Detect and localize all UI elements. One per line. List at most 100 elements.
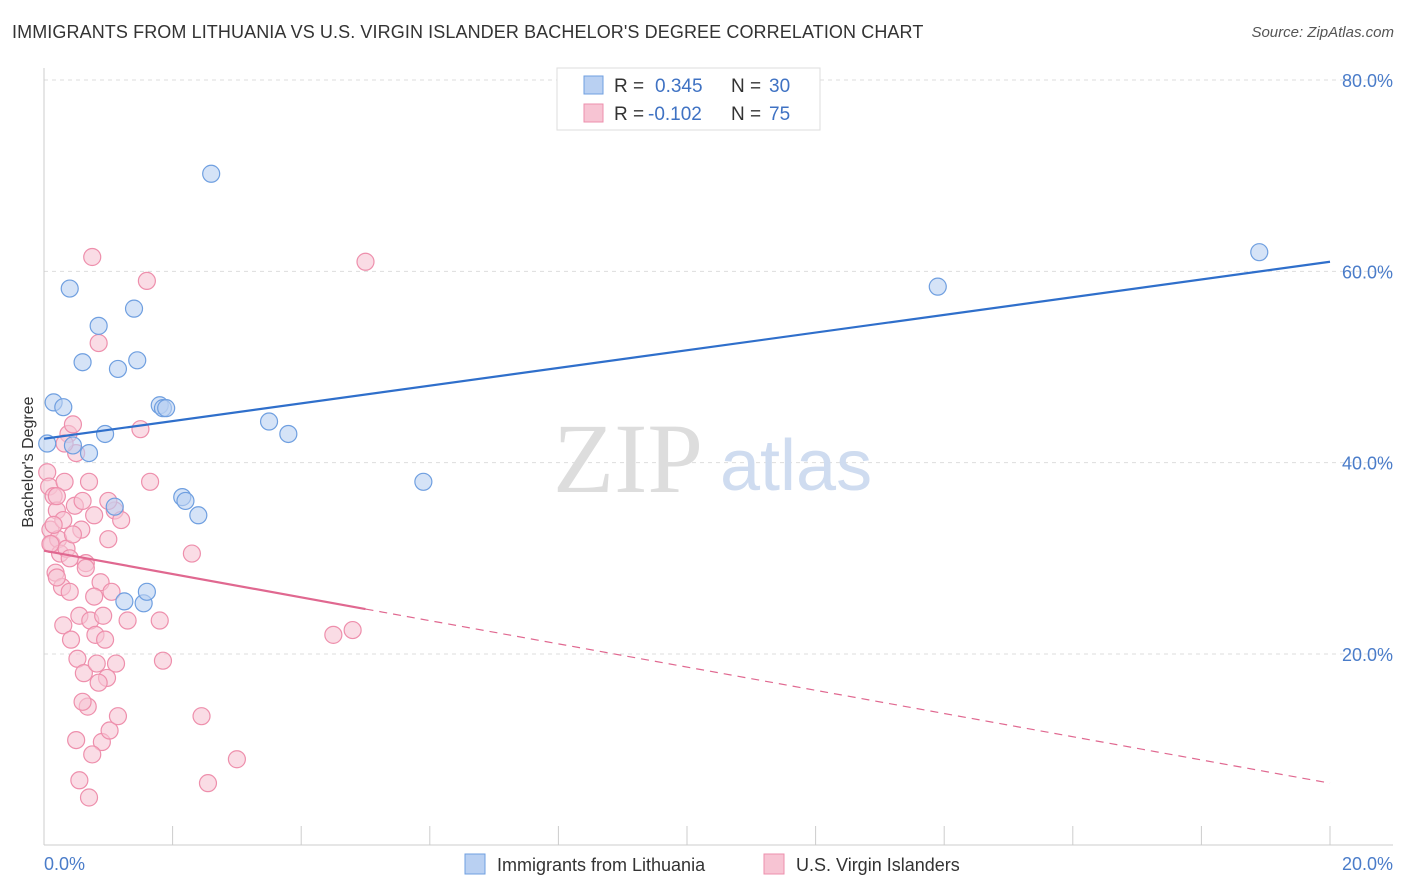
grid-lines <box>44 79 1393 655</box>
point-virgin-islanders-54 <box>324 625 343 644</box>
legend-n-value-lithuania: 30 <box>769 76 790 97</box>
point-lithuania-18 <box>157 399 176 418</box>
point-lithuania-9 <box>105 497 124 516</box>
point-lithuania-23 <box>259 412 279 431</box>
point-lithuania-27 <box>1250 243 1269 262</box>
y-tick-label-2: 60.0% <box>1342 262 1393 282</box>
point-virgin-islanders-26 <box>79 472 99 491</box>
legend-r-value-virgin-islanders: -0.102 <box>648 104 702 125</box>
point-lithuania-10 <box>108 359 128 379</box>
point-lithuania-7 <box>89 316 108 335</box>
point-virgin-islanders-10 <box>54 616 73 635</box>
point-virgin-islanders-61 <box>67 730 86 750</box>
point-virgin-islanders-36 <box>95 630 115 649</box>
point-virgin-islanders-64 <box>79 788 99 807</box>
point-virgin-islanders-46 <box>137 271 156 290</box>
legend-n-label-lithuania: N = <box>731 76 761 97</box>
y-tick-label-3: 80.0% <box>1342 71 1393 91</box>
point-lithuania-8 <box>95 424 115 444</box>
point-virgin-islanders-23 <box>74 664 93 683</box>
point-lithuania-5 <box>73 353 92 372</box>
point-virgin-islanders-53 <box>227 750 246 769</box>
point-lithuania-13 <box>128 351 147 370</box>
axes <box>43 68 1393 846</box>
point-virgin-islanders-60 <box>60 549 79 568</box>
y-tick-labels: 20.0% 40.0% 60.0% 80.0% <box>1342 71 1393 665</box>
point-virgin-islanders-43 <box>108 707 128 726</box>
point-lithuania-24 <box>279 424 298 444</box>
point-virgin-islanders-45 <box>131 420 150 439</box>
point-lithuania-6 <box>79 444 99 463</box>
point-virgin-islanders-29 <box>85 506 104 525</box>
point-virgin-islanders-51 <box>192 707 211 726</box>
watermark: ZIP atlas <box>553 403 872 514</box>
point-lithuania-2 <box>54 398 73 417</box>
point-virgin-islanders-62 <box>70 771 89 790</box>
legend-r-value-lithuania: 0.345 <box>655 76 703 97</box>
point-virgin-islanders-56 <box>356 252 375 271</box>
legend-r-label-lithuania: R = <box>614 76 644 97</box>
point-virgin-islanders-38 <box>99 530 118 549</box>
y-tick-label-1: 40.0% <box>1342 454 1393 474</box>
legend-swatch-lithuania <box>583 75 604 95</box>
legend-swatch-virgin-islanders <box>583 103 604 123</box>
series-legend-label-virgin-islanders: U.S. Virgin Islanders <box>796 855 960 875</box>
point-virgin-islanders-32 <box>89 333 108 353</box>
point-lithuania-0 <box>38 434 57 453</box>
point-lithuania-4 <box>63 436 83 455</box>
point-virgin-islanders-35 <box>94 606 113 625</box>
point-virgin-islanders-48 <box>150 611 169 630</box>
point-lithuania-15 <box>137 582 156 601</box>
point-virgin-islanders-52 <box>198 774 218 793</box>
legend-n-label-virgin-islanders: N = <box>731 104 761 125</box>
series-legend: Immigrants from Lithuania U.S. Virgin Is… <box>464 853 960 875</box>
point-virgin-islanders-74 <box>44 515 63 534</box>
point-virgin-islanders-15 <box>61 630 81 649</box>
point-virgin-islanders-49 <box>153 651 173 670</box>
trend-line-lithuania <box>43 260 1331 440</box>
legend-r-label-virgin-islanders: R = <box>614 104 644 125</box>
point-lithuania-3 <box>60 279 79 298</box>
point-virgin-islanders-16 <box>63 415 83 434</box>
point-virgin-islanders-40 <box>102 582 121 601</box>
point-virgin-islanders-39 <box>100 721 119 740</box>
point-virgin-islanders-55 <box>343 620 362 640</box>
point-virgin-islanders-63 <box>73 692 92 711</box>
point-virgin-islanders-69 <box>63 525 83 544</box>
watermark-zip: ZIP <box>553 403 703 514</box>
series-legend-swatch-lithuania <box>464 853 486 875</box>
watermark-atlas: atlas <box>720 426 872 506</box>
y-tick-label-0: 20.0% <box>1342 645 1393 665</box>
chart-source: Source: ZipAtlas.com <box>1251 24 1394 41</box>
point-lithuania-26 <box>928 277 947 296</box>
point-virgin-islanders-47 <box>140 472 160 491</box>
point-virgin-islanders-65 <box>83 745 102 764</box>
point-lithuania-25 <box>414 472 433 491</box>
x-tick-label-max: 20.0% <box>1342 854 1393 874</box>
trend-line-dashed-virgin-islanders <box>365 608 1331 784</box>
series-legend-label-lithuania: Immigrants from Lithuania <box>497 855 706 875</box>
series-legend-swatch-virgin-islanders <box>763 853 785 875</box>
point-virgin-islanders-50 <box>182 544 201 563</box>
chart-title: IMMIGRANTS FROM LITHUANIA VS U.S. VIRGIN… <box>12 22 924 42</box>
x-tick-label-min: 0.0% <box>44 854 85 874</box>
point-virgin-islanders-70 <box>76 558 95 578</box>
data-points <box>38 164 1269 807</box>
point-lithuania-12 <box>124 299 144 318</box>
point-virgin-islanders-31 <box>87 654 106 673</box>
point-lithuania-22 <box>202 164 221 183</box>
trend-line-virgin-islanders <box>43 549 366 611</box>
point-virgin-islanders-42 <box>106 654 126 673</box>
legend-n-value-virgin-islanders: 75 <box>769 104 790 125</box>
point-virgin-islanders-14 <box>60 582 79 601</box>
point-virgin-islanders-67 <box>47 487 66 506</box>
point-virgin-islanders-66 <box>89 673 108 692</box>
point-virgin-islanders-58 <box>47 568 66 587</box>
point-lithuania-11 <box>115 592 134 611</box>
point-virgin-islanders-22 <box>73 491 92 511</box>
point-virgin-islanders-11 <box>55 472 74 491</box>
point-virgin-islanders-71 <box>85 587 104 606</box>
point-lithuania-21 <box>189 506 208 525</box>
trend-lines <box>43 260 1331 784</box>
